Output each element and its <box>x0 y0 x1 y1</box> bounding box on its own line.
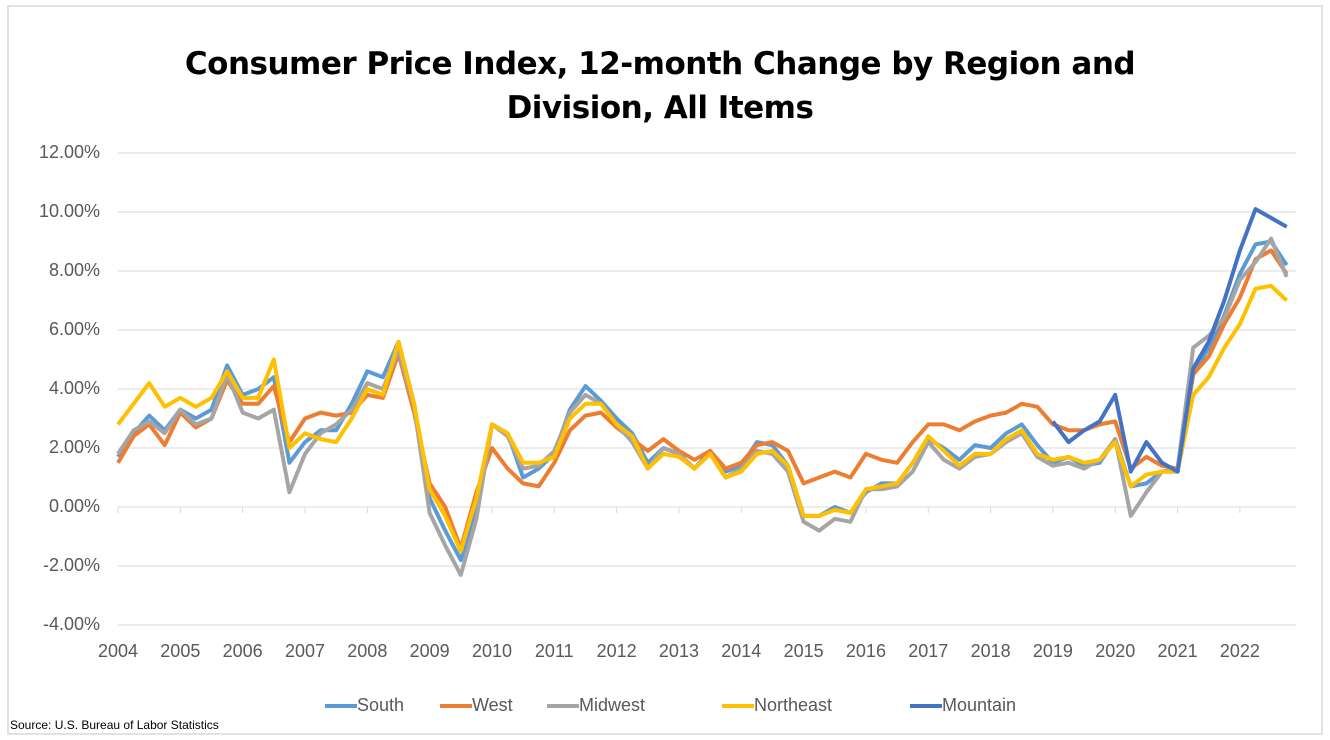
x-tick-label: 2010 <box>472 641 512 661</box>
x-tick-label: 2011 <box>535 641 574 661</box>
y-tick-label: 8.00% <box>49 260 100 280</box>
x-tick-label: 2014 <box>721 641 761 661</box>
legend-label: Midwest <box>579 695 645 715</box>
y-tick-label: 0.00% <box>49 496 100 516</box>
x-tick-label: 2015 <box>784 641 824 661</box>
x-tick-label: 2004 <box>98 641 138 661</box>
y-tick-label: -2.00% <box>43 555 100 575</box>
legend-label: West <box>472 695 513 715</box>
x-tick-label: 2021 <box>1158 641 1198 661</box>
source-note: Source: U.S. Bureau of Labor Statistics <box>10 718 219 732</box>
x-tick-label: 2018 <box>971 641 1011 661</box>
y-tick-label: 12.00% <box>39 142 100 162</box>
x-tick-label: 2013 <box>659 641 699 661</box>
x-tick-label: 2009 <box>410 641 450 661</box>
x-tick-label: 2022 <box>1220 641 1260 661</box>
series-line <box>116 283 1289 554</box>
y-tick-label: 10.00% <box>39 201 100 221</box>
x-tick-label: 2016 <box>846 641 886 661</box>
x-tick-label: 2020 <box>1095 641 1135 661</box>
x-tick-label: 2017 <box>908 641 948 661</box>
x-tick-label: 2005 <box>160 641 200 661</box>
chart-title: Consumer Price Index, 12-month Change by… <box>184 46 1136 126</box>
x-tick-label: 2019 <box>1033 641 1073 661</box>
x-tick-label: 2012 <box>597 641 637 661</box>
legend-label: Northeast <box>754 695 832 715</box>
legend-label: South <box>357 695 404 715</box>
legend-label: Mountain <box>942 695 1016 715</box>
y-tick-label: 2.00% <box>49 437 100 457</box>
x-tick-label: 2006 <box>223 641 263 661</box>
x-tick-label: 2008 <box>347 641 387 661</box>
x-tick-label: 2007 <box>285 641 325 661</box>
y-tick-label: -4.00% <box>43 614 100 634</box>
y-tick-label: 6.00% <box>49 319 100 339</box>
series-line <box>1051 207 1288 474</box>
series-line <box>116 236 1289 577</box>
y-tick-label: 4.00% <box>49 378 100 398</box>
chart-border <box>7 5 1323 735</box>
